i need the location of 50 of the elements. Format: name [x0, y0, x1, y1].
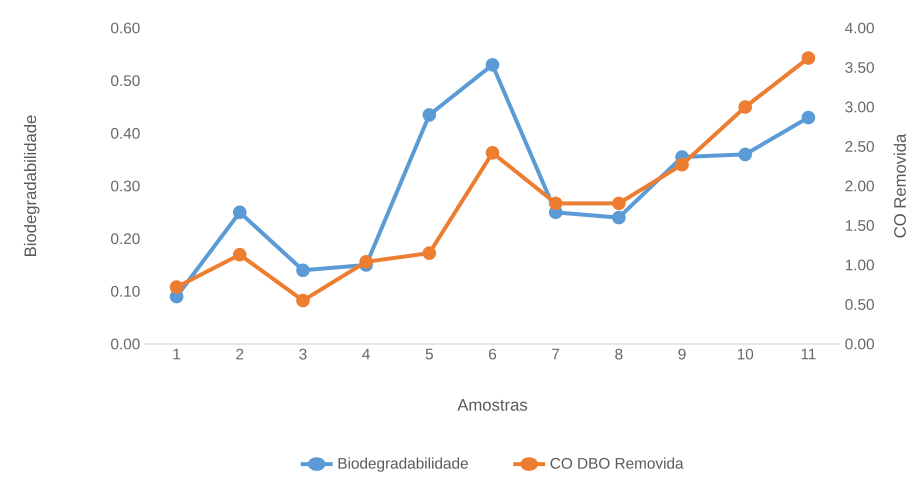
y-tick-label: 0.10	[111, 286, 140, 297]
y2-tick-label: 2.50	[845, 141, 874, 152]
point	[232, 248, 247, 262]
x-axis-title: Amostras	[457, 399, 528, 411]
y2-tick-label: 0.00	[845, 338, 874, 350]
x-tick-label: 6	[489, 348, 496, 360]
point	[802, 110, 816, 124]
y2-axis-title: CO Removida	[894, 134, 906, 238]
x-tick-label: 1	[174, 348, 180, 360]
point	[422, 108, 436, 122]
point	[738, 100, 752, 114]
y2-tick-label: 4.00	[845, 22, 874, 34]
y2-tick-label: 1.50	[846, 220, 874, 231]
y2-tick-label: 2.00	[845, 180, 874, 192]
legend-label: Biodegradabilidade	[338, 458, 468, 472]
point	[422, 246, 436, 260]
legend-label: CO DBO Removida	[550, 458, 684, 469]
x-tick-label: 4	[362, 348, 370, 360]
x-tick-label: 9	[678, 348, 686, 360]
y-tick-label: 0.60	[111, 22, 140, 34]
point	[232, 206, 247, 220]
point	[612, 210, 626, 224]
y-tick-label: 0.00	[111, 338, 140, 350]
x-tick-label: 2	[236, 348, 244, 360]
y-axis-title: Biodegradabilidade	[24, 115, 40, 256]
point	[486, 146, 500, 160]
point	[486, 58, 500, 72]
y2-tick-label: 1.00	[846, 260, 874, 270]
y-tick-label: 0.40	[111, 128, 140, 139]
x-tick-label: 5	[426, 348, 433, 360]
point	[296, 294, 310, 308]
point	[548, 196, 562, 210]
y-tick-label: 0.30	[111, 180, 140, 192]
point	[675, 158, 689, 172]
y-tick-label: 0.20	[111, 233, 140, 244]
y2-tick-label: 3.00	[845, 102, 874, 112]
x-tick-label: 10	[738, 348, 754, 360]
x-tick-label: 11	[802, 348, 816, 360]
x-tick-label: 8	[615, 348, 622, 360]
point	[802, 51, 816, 65]
point	[359, 255, 373, 269]
point	[296, 263, 310, 278]
x-tick-label: 7	[552, 348, 560, 360]
y2-tick-label: 3.50	[845, 62, 874, 73]
x-tick-label: 3	[299, 348, 307, 360]
y2-tick-label: 0.50	[845, 299, 874, 310]
point	[738, 148, 752, 162]
point	[612, 196, 626, 210]
y-tick-label: 0.50	[111, 75, 140, 86]
point	[170, 280, 184, 294]
